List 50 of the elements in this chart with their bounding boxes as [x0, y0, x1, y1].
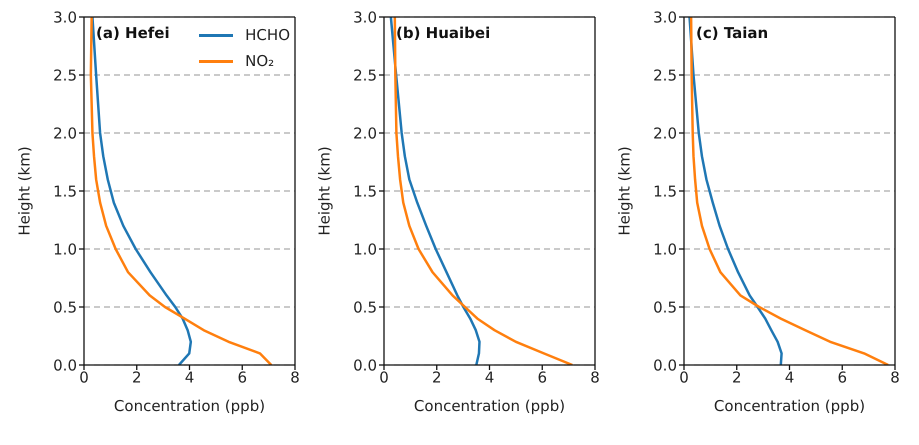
- x-tick-label: 4: [484, 368, 494, 387]
- x-tick-label: 6: [237, 368, 248, 387]
- x-tick-label: 2: [132, 368, 142, 387]
- x-axis-title: Concentration (ppb): [414, 397, 566, 415]
- legend-label: HCHO: [245, 26, 290, 44]
- x-tick-label: 4: [784, 368, 794, 387]
- y-tick-label: 1.5: [353, 182, 377, 200]
- y-tick-label: 3.0: [653, 8, 677, 26]
- text: (a) Hefei: [96, 24, 170, 42]
- x-axis-title: Concentration (ppb): [114, 397, 266, 415]
- y-tick-label: 1.0: [653, 240, 677, 258]
- y-axis-title: Height (km): [315, 146, 334, 236]
- line-series: [91, 17, 192, 365]
- x-tick-label: 4: [184, 368, 194, 387]
- x-tick-label: 8: [290, 368, 300, 387]
- line-series: [690, 17, 890, 365]
- y-tick-label: 0.0: [353, 356, 377, 374]
- line-series: [394, 17, 574, 365]
- y-axis-title: Height (km): [15, 146, 34, 236]
- y-tick-label: 0.5: [53, 298, 77, 316]
- text: (c) Taian: [696, 24, 768, 42]
- x-tick-label: 8: [590, 368, 600, 387]
- x-tick-label: 8: [890, 368, 900, 387]
- y-tick-label: 2.5: [53, 66, 77, 84]
- y-tick-label: 2.0: [653, 124, 677, 142]
- y-tick-label: 2.5: [653, 66, 677, 84]
- y-tick-label: 1.0: [353, 240, 377, 258]
- text: (b) Huaibei: [396, 24, 490, 42]
- legend-label: NO₂: [245, 52, 274, 70]
- y-tick-label: 1.0: [53, 240, 77, 258]
- y-axis-title: Height (km): [615, 146, 634, 236]
- y-tick-label: 2.0: [353, 124, 377, 142]
- x-tick-label: 0: [79, 368, 89, 387]
- y-tick-label: 2.5: [353, 66, 377, 84]
- y-tick-label: 1.5: [53, 182, 77, 200]
- x-tick-label: 6: [537, 368, 548, 387]
- y-tick-label: 3.0: [53, 8, 77, 26]
- y-tick-label: 0.0: [653, 356, 677, 374]
- y-tick-label: 1.5: [653, 182, 677, 200]
- x-tick-label: 0: [379, 368, 389, 387]
- x-axis-title: Concentration (ppb): [714, 397, 866, 415]
- y-tick-label: 2.0: [53, 124, 77, 142]
- y-tick-label: 3.0: [353, 8, 377, 26]
- x-tick-label: 2: [732, 368, 742, 387]
- x-tick-label: 6: [837, 368, 848, 387]
- x-tick-label: 0: [679, 368, 689, 387]
- y-tick-label: 0.5: [353, 298, 377, 316]
- y-tick-label: 0.0: [53, 356, 77, 374]
- x-tick-label: 2: [432, 368, 442, 387]
- y-tick-label: 0.5: [653, 298, 677, 316]
